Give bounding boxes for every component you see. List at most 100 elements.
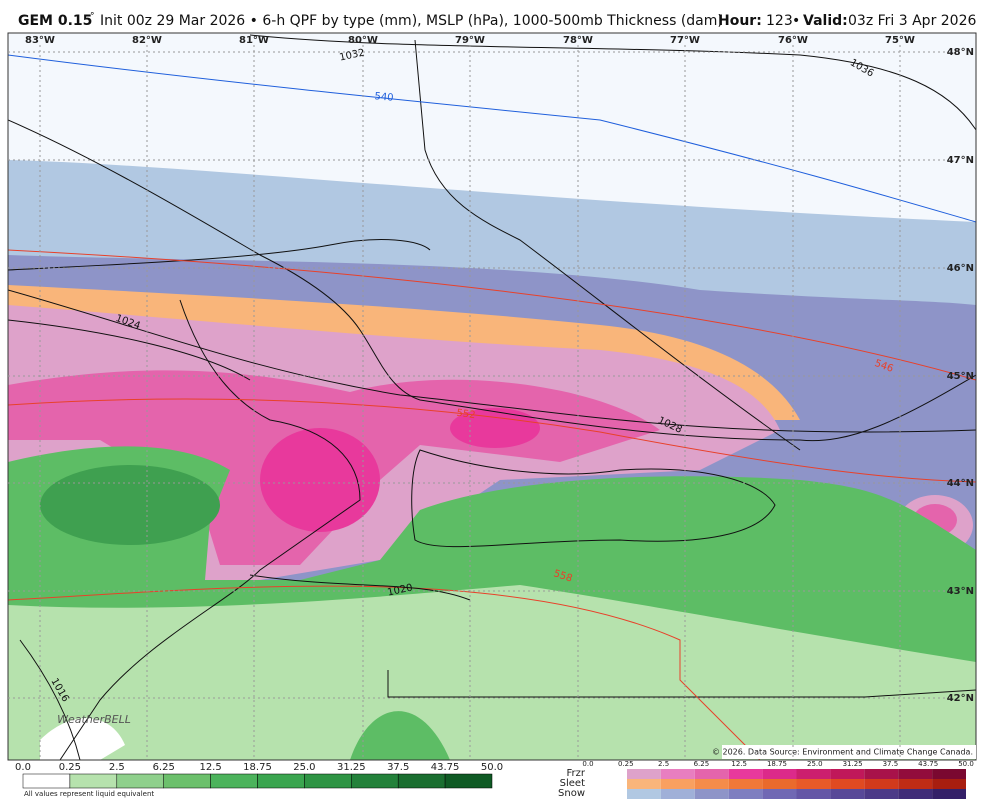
freezing-rain-heavy xyxy=(450,408,540,448)
longitude-label: 78°W xyxy=(563,35,593,46)
valid-label: Valid: xyxy=(803,13,848,29)
type-swatch xyxy=(796,789,831,799)
type-tick-label: 31.25 xyxy=(843,760,863,768)
rain-tick-label: 6.25 xyxy=(153,762,175,773)
freezing-rain-heavy xyxy=(260,428,380,532)
latitude-label: 48°N xyxy=(947,47,974,58)
rain-tick-label: 0.0 xyxy=(15,762,31,773)
type-swatch xyxy=(728,789,763,799)
type-swatch xyxy=(627,789,661,799)
longitude-label: 83°W xyxy=(25,35,55,46)
contour-label: 1020 xyxy=(387,582,414,598)
thickness-552 xyxy=(8,398,976,483)
type-swatch xyxy=(694,789,729,799)
degree: ° xyxy=(90,12,95,22)
isobar-1028 xyxy=(8,289,976,433)
rain-tick-label: 18.75 xyxy=(243,762,272,773)
hour-label: Hour: xyxy=(718,13,762,29)
type-swatch xyxy=(830,789,865,799)
rain-tick-label: 31.25 xyxy=(337,762,366,773)
type-swatch xyxy=(864,779,899,789)
contour-label: 1032 xyxy=(339,47,366,63)
rain-tick-label: 12.5 xyxy=(199,762,221,773)
type-swatch xyxy=(932,789,966,799)
logo: WeatherBELL xyxy=(57,713,131,726)
type-swatch xyxy=(796,769,831,779)
type-label: Frzr xyxy=(567,768,586,779)
longitude-label: 81°W xyxy=(239,35,269,46)
latitude-label: 42°N xyxy=(947,693,974,704)
separator: • xyxy=(792,13,800,29)
contours xyxy=(8,34,976,760)
rain-swatch xyxy=(22,773,71,789)
type-tick-label: 2.5 xyxy=(658,760,669,768)
latitude-label: 47°N xyxy=(947,155,974,166)
rain-swatch xyxy=(304,773,352,789)
type-swatch xyxy=(627,769,661,779)
isobar-1016 xyxy=(19,639,81,760)
dry-area xyxy=(40,718,125,760)
rain-swatch xyxy=(69,773,118,789)
type-tick-label: 12.5 xyxy=(731,760,747,768)
latitude-label: 46°N xyxy=(947,263,974,274)
type-tick-label: 50.0 xyxy=(958,760,974,768)
type-swatch xyxy=(898,779,933,789)
isobar-1024 xyxy=(8,319,251,381)
type-swatch xyxy=(694,769,729,779)
type-tick-label: 37.5 xyxy=(883,760,899,768)
type-swatch xyxy=(728,769,763,779)
type-swatch xyxy=(898,769,933,779)
longitude-label: 79°W xyxy=(455,35,485,46)
credit-box xyxy=(722,745,976,759)
type-tick-label: 18.75 xyxy=(767,760,787,768)
thickness-558 xyxy=(8,585,761,760)
type-label: Sleet xyxy=(560,778,585,789)
type-swatch xyxy=(728,779,763,789)
description: Init 00z 29 Mar 2026 • 6-h QPF by type (… xyxy=(100,13,723,29)
rain-heavy xyxy=(40,465,220,545)
rain-swatch xyxy=(257,773,305,789)
type-swatch xyxy=(762,769,797,779)
type-tick-label: 6.25 xyxy=(694,760,710,768)
rain-tick-label: 0.25 xyxy=(59,762,81,773)
type-label: Snow xyxy=(558,788,585,799)
type-swatch xyxy=(660,769,695,779)
thickness-540 xyxy=(8,54,976,223)
type-tick-label: 43.75 xyxy=(918,760,938,768)
legend: All values represent liquid equivalent 0… xyxy=(15,760,974,799)
longitude-label: 80°W xyxy=(348,35,378,46)
contour-label: 540 xyxy=(374,91,394,104)
latitude-label: 45°N xyxy=(947,371,974,382)
thickness-546 xyxy=(8,249,976,381)
latitude-label: 44°N xyxy=(947,478,974,489)
isobar-1020 xyxy=(249,574,471,601)
type-swatch xyxy=(660,789,695,799)
rain-swatch xyxy=(163,773,211,789)
credit: © 2026. Data Source: Environment and Cli… xyxy=(712,748,973,757)
type-swatch xyxy=(864,789,899,799)
type-swatch xyxy=(932,779,966,789)
type-swatch xyxy=(830,769,865,779)
longitude-label: 76°W xyxy=(778,35,808,46)
model-name: GEM 0.15 xyxy=(18,13,92,29)
rain-swatch xyxy=(351,773,399,789)
map: WeatherBELL © 2026. Data Source: Environ… xyxy=(7,32,977,761)
type-tick-label: 0.25 xyxy=(618,760,634,768)
type-swatch xyxy=(796,779,831,789)
coastlines xyxy=(8,39,976,760)
rain-tick-label: 2.5 xyxy=(109,762,125,773)
rain-swatch xyxy=(116,773,164,789)
type-tick-label: 0.0 xyxy=(582,760,593,768)
type-swatch xyxy=(627,779,661,789)
rain-swatch xyxy=(397,773,446,789)
type-swatch xyxy=(830,779,865,789)
latitude-label: 43°N xyxy=(947,586,974,597)
rain-tick-label: 43.75 xyxy=(431,762,460,773)
type-swatch xyxy=(932,769,966,779)
rain-swatch xyxy=(210,773,258,789)
type-swatch xyxy=(864,769,899,779)
map-border xyxy=(7,32,977,761)
longitude-label: 77°W xyxy=(670,35,700,46)
rain-tick-label: 50.0 xyxy=(481,762,503,773)
type-swatch xyxy=(660,779,695,789)
